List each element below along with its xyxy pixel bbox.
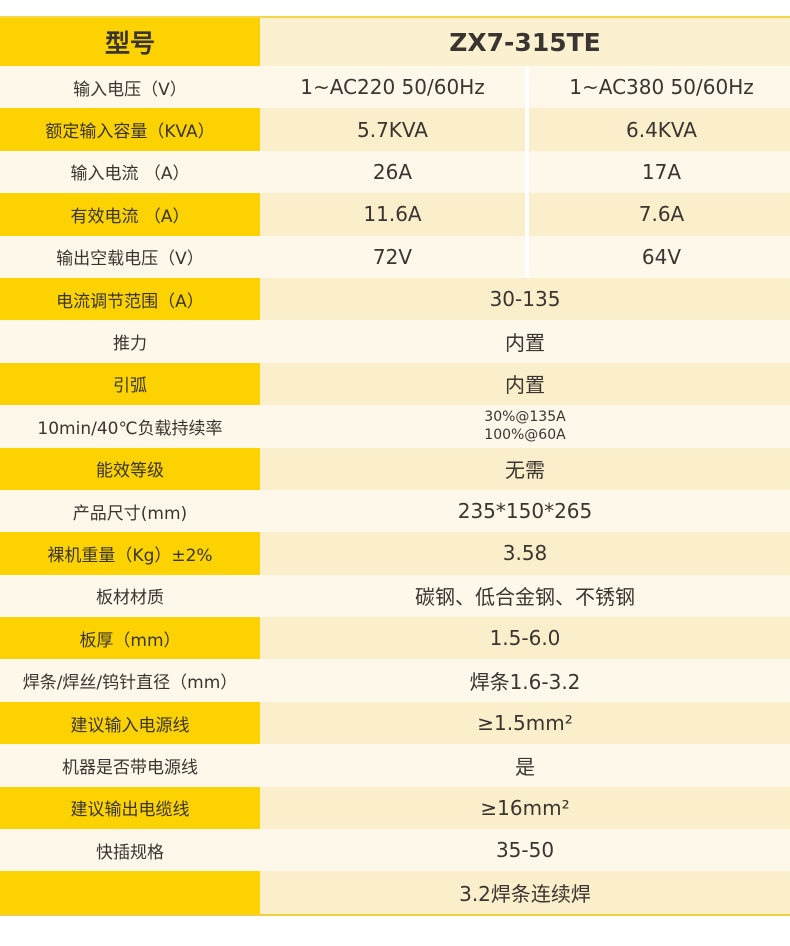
model-value: ZX7-315TE (260, 18, 790, 66)
table-row: 能效等级 无需 (0, 447, 790, 490)
row-value: 内置 (260, 362, 790, 406)
row-label: 能效等级 (0, 447, 260, 490)
value-220v: 11.6A (260, 193, 529, 236)
row-value: 1.5-6.0 (260, 617, 790, 660)
value-380v: 64V (529, 235, 790, 278)
table-row: 焊条/焊丝/钨针直径（mm） 焊条1.6-3.2 (0, 659, 790, 702)
table-row: 10min/40℃负载持续率 30%@135A 100%@60A (0, 405, 790, 448)
value-380v: 17A (529, 150, 790, 194)
table-row: 输入电流 （A） 26A 17A (0, 150, 790, 194)
table-row: 板材材质 碳钢、低合金钢、不锈钢 (0, 574, 790, 618)
table-row: 有效电流 （A） 11.6A 7.6A (0, 193, 790, 236)
table-row: 输出空载电压（V） 72V 64V (0, 235, 790, 278)
row-label: 额定输入容量（KVA） (0, 108, 260, 151)
row-label (0, 871, 260, 914)
table-row: 引弧 内置 (0, 362, 790, 406)
row-label: 电流调节范围（A） (0, 277, 260, 321)
row-value: 是 (260, 744, 790, 787)
value-380v: 7.6A (529, 193, 790, 236)
value-220v: 5.7KVA (260, 108, 529, 151)
row-label: 建议输入电源线 (0, 701, 260, 745)
row-label: 机器是否带电源线 (0, 744, 260, 787)
row-value: ≥16mm² (260, 786, 790, 830)
table-row: 输入电压（V） 1~AC220 50/60Hz 1~AC380 50/60Hz (0, 66, 790, 109)
spec-table: 型号 ZX7-315TE 输入电压（V） 1~AC220 50/60Hz 1~A… (0, 16, 790, 916)
table-row: 额定输入容量（KVA） 5.7KVA 6.4KVA (0, 108, 790, 151)
value-line: 100%@60A (484, 427, 566, 444)
row-value: 内置 (260, 320, 790, 363)
row-label: 裸机重量（Kg）±2% (0, 532, 260, 575)
row-label: 板材材质 (0, 574, 260, 618)
table-row: 快插规格 35-50 (0, 829, 790, 872)
row-value: 碳钢、低合金钢、不锈钢 (260, 574, 790, 618)
table-row: 产品尺寸(mm) 235*150*265 (0, 489, 790, 533)
row-label: 有效电流 （A） (0, 193, 260, 236)
row-value: 30%@135A 100%@60A (260, 405, 790, 448)
value-380v: 6.4KVA (529, 108, 790, 151)
value-220v: 72V (260, 235, 529, 278)
table-row: 裸机重量（Kg）±2% 3.58 (0, 532, 790, 575)
header-row: 型号 ZX7-315TE (0, 18, 790, 66)
row-value: ≥1.5mm² (260, 701, 790, 745)
row-label: 焊条/焊丝/钨针直径（mm） (0, 659, 260, 702)
table-row: 板厚（mm） 1.5-6.0 (0, 617, 790, 660)
value-220v: 1~AC220 50/60Hz (260, 66, 529, 109)
value-line: 30%@135A (484, 409, 566, 426)
row-label: 建议输出电缆线 (0, 786, 260, 830)
row-label: 输出空载电压（V） (0, 235, 260, 278)
row-label: 10min/40℃负载持续率 (0, 405, 260, 448)
model-label: 型号 (0, 18, 260, 66)
row-value: 3.2焊条连续焊 (260, 871, 790, 914)
row-value: 30-135 (260, 277, 790, 321)
table-row: 机器是否带电源线是 (0, 744, 790, 787)
row-label: 输入电流 （A） (0, 150, 260, 194)
value-220v: 26A (260, 150, 529, 194)
row-value: 3.58 (260, 532, 790, 575)
value-380v: 1~AC380 50/60Hz (529, 66, 790, 109)
row-value: 35-50 (260, 829, 790, 872)
row-label: 引弧 (0, 362, 260, 406)
row-label: 快插规格 (0, 829, 260, 872)
row-label: 推力 (0, 320, 260, 363)
row-value: 235*150*265 (260, 489, 790, 533)
table-row: 推力 内置 (0, 320, 790, 363)
table-row: 建议输入电源线 ≥1.5mm² (0, 701, 790, 745)
row-value: 焊条1.6-3.2 (260, 659, 790, 702)
row-label: 板厚（mm） (0, 617, 260, 660)
table-row: 电流调节范围（A） 30-135 (0, 277, 790, 321)
table-row: 建议输出电缆线 ≥16mm² (0, 786, 790, 830)
row-label: 产品尺寸(mm) (0, 489, 260, 533)
table-row: 3.2焊条连续焊 (0, 871, 790, 914)
row-value: 无需 (260, 447, 790, 490)
row-label: 输入电压（V） (0, 66, 260, 109)
